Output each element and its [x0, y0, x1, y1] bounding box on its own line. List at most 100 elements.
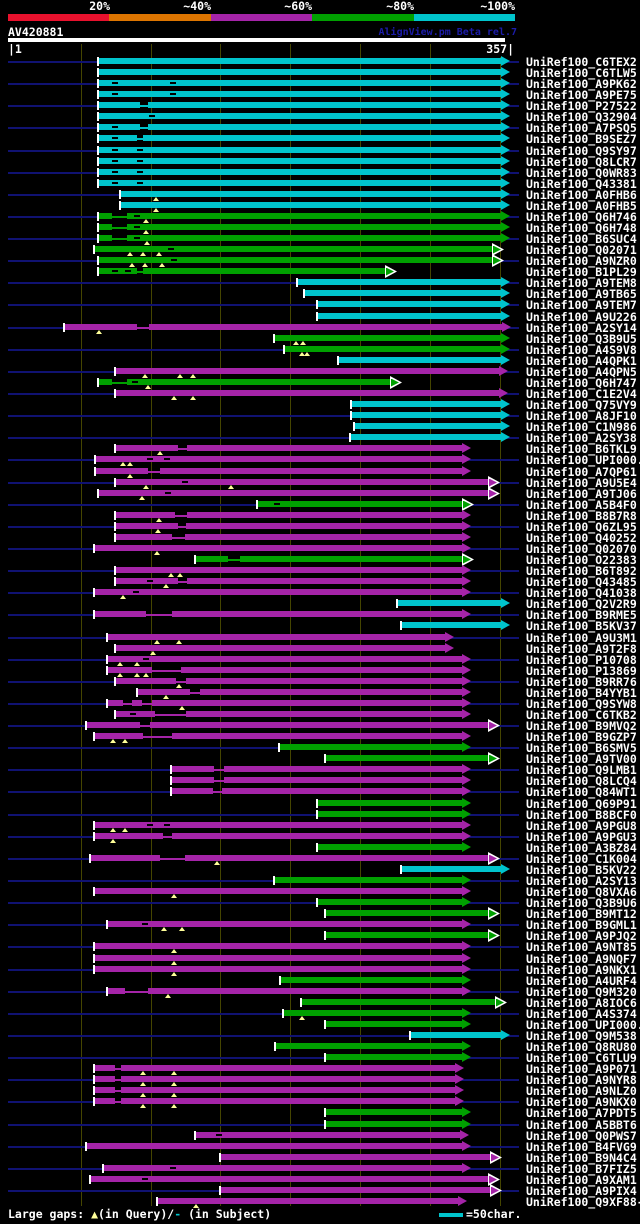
alignment-bar[interactable]	[0, 178, 640, 190]
hit-label[interactable]: UniRef100_B5KV22	[526, 863, 637, 877]
hit-label[interactable]: UniRef100_A9NQF7	[526, 952, 637, 966]
hit-label[interactable]: UniRef100_A9NKX1	[526, 963, 637, 977]
alignment-bar[interactable]	[0, 366, 640, 378]
hit-label[interactable]: UniRef100_A9PGU3	[526, 830, 637, 844]
hit-label[interactable]: UniRef100_Q43485	[526, 575, 637, 589]
hit-label[interactable]: UniRef100_Q3B9U5	[526, 332, 637, 346]
hit-label[interactable]: UniRef100_A0FHB6	[526, 188, 637, 202]
alignment-bar[interactable]	[0, 798, 640, 810]
alignment-bar[interactable]	[0, 986, 640, 998]
alignment-bar[interactable]	[0, 443, 640, 455]
alignment-bar[interactable]	[0, 665, 640, 677]
alignment-bar[interactable]	[0, 521, 640, 533]
hit-label[interactable]: UniRef100_Q40252	[526, 531, 637, 545]
alignment-bar[interactable]	[0, 1163, 640, 1175]
alignment-bar[interactable]	[0, 632, 640, 644]
hit-label[interactable]: UniRef100_A3BZ84	[526, 841, 637, 855]
alignment-bar[interactable]	[0, 886, 640, 898]
hit-label[interactable]: UniRef100_A0FHB5	[526, 199, 637, 213]
hit-label[interactable]: UniRef100_A5B4F0	[526, 498, 637, 512]
alignment-bar[interactable]	[0, 1096, 640, 1108]
hit-label[interactable]: UniRef100_A9NLZ0	[526, 1084, 637, 1098]
alignment-bar[interactable]	[0, 311, 640, 323]
hit-label[interactable]: UniRef100_A9PE75	[526, 88, 637, 102]
hit-label[interactable]: UniRef100_Q75VY9	[526, 398, 637, 412]
alignment-bar[interactable]	[0, 941, 640, 953]
alignment-bar[interactable]	[0, 299, 640, 311]
hit-label[interactable]: UniRef100_Q2V2R9	[526, 597, 637, 611]
hit-label[interactable]: UniRef100_A9XAM1	[526, 1173, 637, 1187]
alignment-bar[interactable]	[0, 133, 640, 145]
hit-label[interactable]: UniRef100_A9U5E4	[526, 476, 637, 490]
alignment-bar[interactable]	[0, 698, 640, 710]
alignment-bar[interactable]	[0, 388, 640, 400]
alignment-bar[interactable]	[0, 609, 640, 621]
hit-label[interactable]: UniRef100_A9NZR0	[526, 254, 637, 268]
alignment-bar[interactable]	[0, 167, 640, 179]
alignment-bar[interactable]	[0, 122, 640, 134]
alignment-bar[interactable]	[0, 532, 640, 544]
hit-label[interactable]: UniRef100_A2SY13	[526, 874, 637, 888]
alignment-bar[interactable]	[0, 67, 640, 79]
alignment-bar[interactable]	[0, 553, 640, 566]
alignment-bar[interactable]	[0, 786, 640, 798]
hit-label[interactable]: UniRef100_A9NT85	[526, 940, 637, 954]
hit-label[interactable]: UniRef100_B9MVQ2	[526, 719, 637, 733]
alignment-bar[interactable]	[0, 333, 640, 345]
alignment-bar[interactable]	[0, 476, 640, 489]
hit-label[interactable]: UniRef100_UPI000..	[526, 1018, 640, 1032]
hit-label[interactable]: UniRef100_A9PJQ2	[526, 929, 637, 943]
alignment-bar[interactable]	[0, 1119, 640, 1131]
hit-label[interactable]: UniRef100_B6T892	[526, 564, 637, 578]
alignment-bar[interactable]	[0, 265, 640, 278]
hit-label[interactable]: UniRef100_Q8RU80	[526, 1040, 637, 1054]
hit-label[interactable]: UniRef100_C6TLU9	[526, 1051, 637, 1065]
hit-label[interactable]: UniRef100_Q69P91	[526, 797, 637, 811]
alignment-bar[interactable]	[0, 277, 640, 289]
hit-label[interactable]: UniRef100_Q6ZL95	[526, 520, 637, 534]
alignment-bar[interactable]	[0, 820, 640, 832]
alignment-bar[interactable]	[0, 344, 640, 356]
hit-label[interactable]: UniRef100_Q9SY97	[526, 144, 637, 158]
hit-label[interactable]: UniRef100_B7FIZ5	[526, 1162, 637, 1176]
hit-label[interactable]: UniRef100_Q9M320	[526, 985, 637, 999]
hit-label[interactable]: UniRef100_P13869	[526, 664, 637, 678]
alignment-bar[interactable]	[0, 189, 640, 201]
hit-label[interactable]: UniRef100_Q3B9U6	[526, 896, 637, 910]
hit-label[interactable]: UniRef100_Q9M538	[526, 1029, 637, 1043]
alignment-bar[interactable]	[0, 1030, 640, 1042]
alignment-bar[interactable]	[0, 907, 640, 920]
hit-label[interactable]: UniRef100_A4QPN5	[526, 365, 637, 379]
alignment-bar[interactable]	[0, 809, 640, 821]
hit-label[interactable]: UniRef100_Q8VXA6	[526, 885, 637, 899]
alignment-bar[interactable]	[0, 1041, 640, 1053]
hit-label[interactable]: UniRef100_B8BCF0	[526, 808, 637, 822]
hit-label[interactable]: UniRef100_C1N986	[526, 420, 637, 434]
hit-label[interactable]: UniRef100_A2SY38	[526, 431, 637, 445]
alignment-bar[interactable]	[0, 78, 640, 90]
alignment-bar[interactable]	[0, 454, 640, 466]
alignment-bar[interactable]	[0, 620, 640, 632]
hit-label[interactable]: UniRef100_A9TJ06	[526, 487, 637, 501]
alignment-bar[interactable]	[0, 487, 640, 500]
hit-label[interactable]: UniRef100_A9PGU8	[526, 819, 637, 833]
alignment-bar[interactable]	[0, 1196, 640, 1208]
hit-label[interactable]: UniRef100_B8B7R8	[526, 509, 637, 523]
alignment-bar[interactable]	[0, 510, 640, 522]
alignment-bar[interactable]	[0, 376, 640, 389]
hit-label[interactable]: UniRef100_UPI000..	[526, 453, 640, 467]
alignment-bar[interactable]	[0, 1085, 640, 1097]
alignment-bar[interactable]	[0, 1141, 640, 1153]
hit-label[interactable]: UniRef100_A9TEM8	[526, 276, 637, 290]
hit-label[interactable]: UniRef100_C6TEX2	[526, 55, 637, 69]
hit-label[interactable]: UniRef100_B6TKL9	[526, 442, 637, 456]
alignment-bar[interactable]	[0, 89, 640, 101]
hit-label[interactable]: UniRef100_Q6H746	[526, 210, 637, 224]
hit-label[interactable]: UniRef100_A4S374	[526, 1007, 637, 1021]
hit-label[interactable]: UniRef100_P10708	[526, 653, 637, 667]
hit-label[interactable]: UniRef100_C1K004	[526, 852, 637, 866]
alignment-bar[interactable]	[0, 243, 640, 256]
hit-label[interactable]: UniRef100_A4QPK1	[526, 354, 637, 368]
alignment-bar[interactable]	[0, 466, 640, 478]
hit-label[interactable]: UniRef100_A9T2F8	[526, 642, 637, 656]
